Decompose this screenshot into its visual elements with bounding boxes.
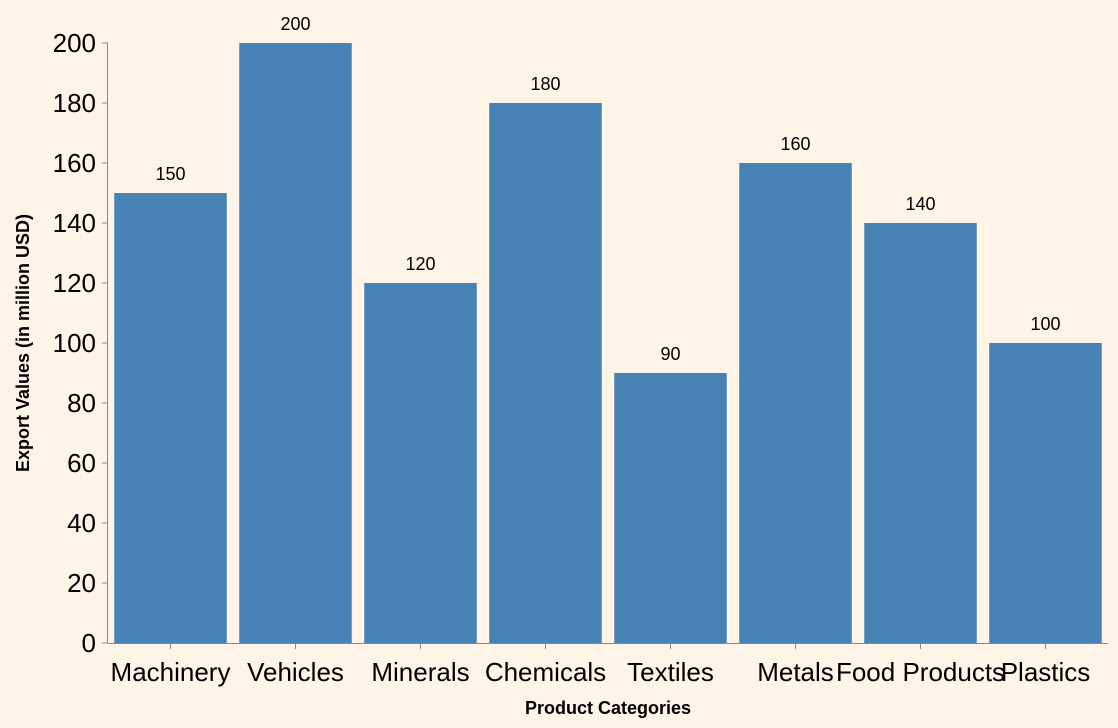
y-tick-label: 80 bbox=[67, 388, 96, 418]
bar-metals bbox=[739, 163, 852, 643]
data-label: 200 bbox=[280, 14, 310, 34]
data-label: 160 bbox=[780, 134, 810, 154]
x-tick-label: Vehicles bbox=[247, 657, 344, 687]
data-label: 180 bbox=[530, 74, 560, 94]
data-labels-layer: 150 200 120 180 90 160 140 100 bbox=[155, 14, 1060, 364]
y-tick-label: 0 bbox=[82, 628, 96, 658]
data-label: 100 bbox=[1030, 314, 1060, 334]
bar-textiles bbox=[614, 373, 727, 643]
x-tick-label: Food Products bbox=[836, 657, 1005, 687]
x-tick-label: Minerals bbox=[371, 657, 469, 687]
bar-vehicles bbox=[239, 43, 352, 643]
x-axis-title: Product Categories bbox=[525, 698, 691, 718]
bar-chemicals bbox=[489, 103, 602, 643]
bar-machinery bbox=[114, 193, 227, 643]
data-label: 150 bbox=[155, 164, 185, 184]
data-label: 90 bbox=[660, 344, 680, 364]
y-tick-label: 160 bbox=[53, 148, 96, 178]
y-axis-title: Export Values (in million USD) bbox=[13, 214, 33, 472]
y-tick-label: 140 bbox=[53, 208, 96, 238]
bar-minerals bbox=[364, 283, 477, 643]
bar-food-products bbox=[864, 223, 977, 643]
x-tick-label: Textiles bbox=[627, 657, 714, 687]
x-tick-label: Chemicals bbox=[485, 657, 606, 687]
x-axis: Machinery Vehicles Minerals Chemicals Textil… bbox=[108, 643, 1108, 687]
y-tick-label: 100 bbox=[53, 328, 96, 358]
y-tick-label: 200 bbox=[53, 28, 96, 58]
y-tick-label: 20 bbox=[67, 568, 96, 598]
data-label: 120 bbox=[405, 254, 435, 274]
x-tick-label: Machinery bbox=[111, 657, 231, 687]
y-tick-label: 120 bbox=[53, 268, 96, 298]
y-axis: 0 20 40 60 80 100 120 140 160 180 200 bbox=[53, 28, 108, 658]
y-tick-label: 40 bbox=[67, 508, 96, 538]
x-tick-label: Plastics bbox=[1001, 657, 1091, 687]
x-tick-label: Metals bbox=[757, 657, 834, 687]
y-tick-label: 60 bbox=[67, 448, 96, 478]
y-tick-label: 180 bbox=[53, 88, 96, 118]
bar-plastics bbox=[989, 343, 1102, 643]
bars-layer bbox=[114, 43, 1102, 643]
data-label: 140 bbox=[905, 194, 935, 214]
